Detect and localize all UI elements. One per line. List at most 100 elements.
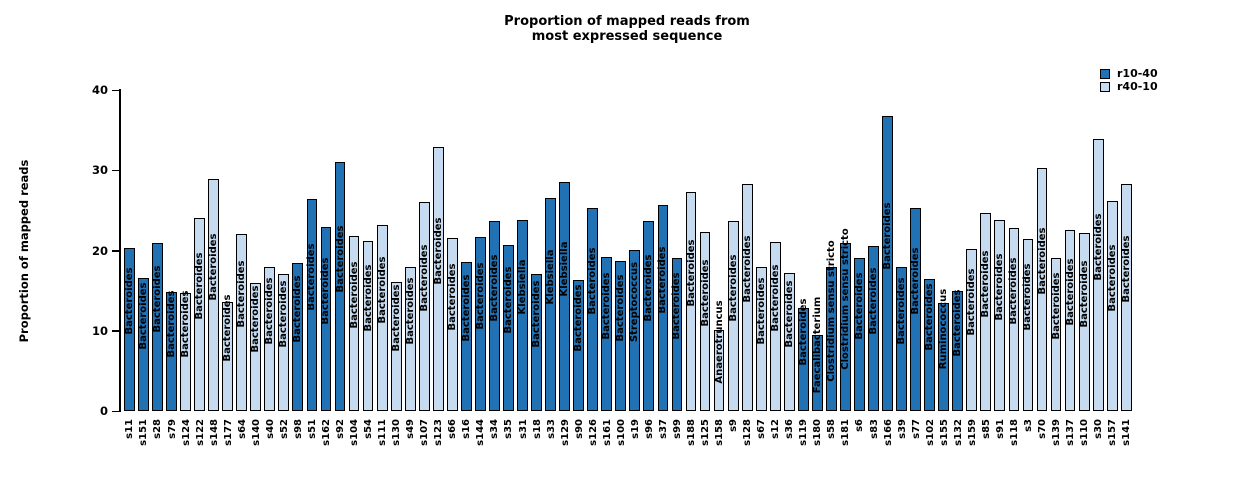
bar-s181 — [840, 243, 851, 411]
bar-taxon-label: Bacteroides — [418, 244, 430, 312]
bar-s3 — [1022, 239, 1034, 411]
x-tick-label: s137 — [1065, 419, 1077, 446]
bar-taxon-label: Bacteroides — [741, 235, 753, 303]
bar-s123 — [432, 146, 444, 411]
bar-taxon-label: Bacteroides — [1120, 235, 1132, 303]
x-tick-label: s124 — [180, 419, 192, 446]
bar-s141 — [1120, 183, 1132, 411]
bar-s51 — [306, 199, 318, 411]
bar-s155 — [938, 302, 950, 411]
bar-s129 — [559, 182, 571, 411]
x-tick-label: s180 — [812, 419, 824, 446]
y-tick-label: 40 — [91, 83, 108, 97]
x-tick-label: s100 — [615, 419, 627, 446]
chart-title-line1: Proportion of mapped reads from — [504, 14, 750, 29]
bar-s118 — [1008, 228, 1020, 411]
x-tick-label: s177 — [222, 419, 234, 446]
bar-s6 — [854, 257, 865, 411]
x-tick-label: s139 — [1051, 419, 1063, 446]
bar-s132 — [952, 290, 964, 411]
x-tick-label: s83 — [868, 419, 880, 439]
bar-s77 — [910, 207, 922, 411]
x-tick-label: s11 — [124, 419, 136, 439]
y-tick — [112, 169, 119, 172]
bar-s98 — [292, 263, 304, 411]
bar-s119 — [797, 308, 809, 411]
bar-taxon-label: Bacteroides — [446, 263, 458, 331]
x-tick-label: s123 — [433, 419, 445, 446]
bar-s34 — [489, 220, 500, 411]
bar-s36 — [783, 272, 795, 411]
x-tick-label: s79 — [166, 419, 178, 439]
x-tick-label: s66 — [447, 419, 459, 439]
x-tick-label: s110 — [1079, 419, 1091, 446]
bar-taxon-label: Bacteroides — [882, 202, 894, 270]
bar-s159 — [966, 248, 978, 411]
x-tick-label: s125 — [700, 419, 712, 446]
bar-taxon-label: Bacteroides — [180, 290, 192, 358]
x-tick-label: s6 — [854, 419, 866, 432]
x-tick-label: s90 — [573, 419, 585, 439]
bar-taxon-label: Bacteroides — [1092, 213, 1104, 281]
x-tick-label: s107 — [419, 419, 431, 446]
x-tick-label: s54 — [363, 419, 375, 439]
bar-taxon-label: Bacteroides — [1022, 263, 1034, 331]
bar-s52 — [278, 273, 290, 411]
y-tick-label: 20 — [91, 243, 108, 258]
x-tick-label: s166 — [882, 419, 894, 446]
bar-taxon-label: Bacteroides — [783, 280, 795, 348]
bar-taxon-label: Bacteroides — [390, 284, 402, 352]
bar-taxon-label: Bacteroides — [278, 280, 290, 348]
x-tick-label: s49 — [405, 419, 417, 439]
x-tick-label: s12 — [770, 419, 782, 439]
bar-taxon-label: Bacteroides — [264, 277, 276, 345]
bar-taxon-label: Bacteroides — [166, 290, 178, 358]
bar-s96 — [643, 220, 655, 411]
bar-taxon-label: Bacteroides — [1036, 227, 1048, 295]
bar-taxon-label: Bacteroides — [924, 283, 936, 351]
bar-taxon-label: Bacteroides — [868, 267, 880, 335]
legend-label-r10-40: r10-40 — [1117, 67, 1158, 80]
bar-taxon-label: Klebsiella — [545, 249, 557, 305]
bar-taxon-label: Bacteroides — [769, 264, 781, 332]
y-tick — [112, 410, 119, 412]
bar-taxon-label: Faecalibacterium — [811, 296, 823, 394]
bar-s85 — [980, 212, 992, 411]
y-tick-label: 30 — [91, 163, 108, 178]
x-tick-label: s140 — [250, 419, 262, 446]
bar-s99 — [671, 257, 683, 411]
bar-taxon-label: Bacteroides — [910, 247, 922, 315]
bar-s100 — [615, 260, 627, 411]
x-tick-label: s16 — [461, 419, 473, 439]
bar-s111 — [376, 224, 388, 411]
bar-taxon-label: Bacteroides — [474, 262, 486, 330]
bar-s54 — [362, 240, 374, 411]
x-tick-label: s31 — [517, 419, 529, 439]
y-axis-title: Proportion of mapped reads — [17, 159, 31, 343]
x-tick-label: s91 — [994, 419, 1006, 439]
x-tick-label: s111 — [377, 419, 389, 446]
x-tick-label: s19 — [629, 419, 641, 439]
bar-s64 — [236, 233, 248, 411]
x-tick-label: s70 — [1037, 419, 1048, 439]
bar-taxon-label: Bacteroides — [208, 233, 220, 301]
bar-taxon-label: Streptococcus — [629, 262, 641, 343]
bar-s140 — [250, 282, 262, 411]
x-tick-label: s128 — [742, 419, 754, 446]
bar-taxon-label: Bacteroides — [587, 247, 599, 315]
bar-s180 — [811, 334, 823, 411]
x-tick-label: s151 — [138, 419, 150, 446]
bar-s151 — [138, 277, 149, 411]
bar-s188 — [685, 191, 697, 411]
bar-taxon-label: Bacteroides — [460, 274, 472, 342]
y-tick — [112, 250, 119, 252]
x-tick-label: s102 — [924, 419, 936, 446]
bar-s102 — [924, 278, 936, 411]
bar-s66 — [446, 238, 458, 411]
bar-taxon-label: Klebsiella — [559, 241, 571, 296]
x-tick-label: s33 — [545, 419, 557, 439]
bar-taxon-label: Clostridium sensu stricto — [839, 228, 851, 370]
chart-title-line2: most expressed sequence — [531, 29, 723, 44]
x-tick-label: s126 — [587, 419, 599, 446]
bar-taxon-label: Klebsiella — [517, 259, 529, 315]
